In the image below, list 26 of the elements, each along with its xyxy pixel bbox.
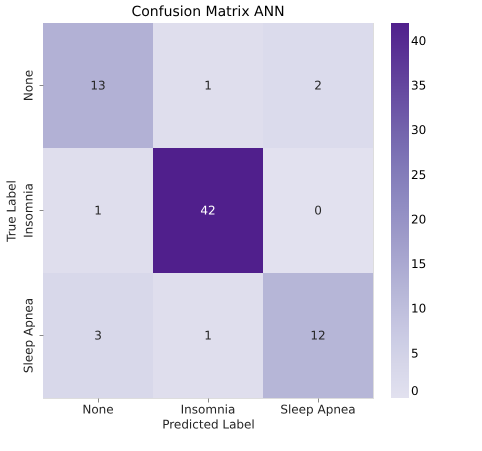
color-bar-label: 15 <box>411 257 426 272</box>
x-tick-label: None <box>82 402 114 416</box>
color-bar-label: 0 <box>411 384 419 398</box>
color-bar-label: 20 <box>411 212 426 226</box>
data-label: 3 <box>94 328 102 342</box>
data-label: 12 <box>310 328 326 342</box>
data-label: 2 <box>314 78 322 92</box>
data-label: 42 <box>200 204 216 218</box>
y-axis-title: True Label <box>4 180 18 243</box>
data-label: 1 <box>204 78 212 92</box>
x-axis-title: Predicted Label <box>162 418 255 432</box>
data-label: 13 <box>90 78 106 92</box>
y-tick-label: None <box>22 70 36 102</box>
color-bar-label: 5 <box>411 346 419 360</box>
y-tick-label: Insomnia <box>22 183 36 238</box>
x-tick-label: Insomnia <box>180 402 236 416</box>
chart-title: Confusion Matrix ANN <box>131 4 285 20</box>
color-bar-label: 10 <box>411 302 426 316</box>
x-tick-label: Sleep Apnea <box>280 402 356 416</box>
color-bar-label: 35 <box>411 78 426 92</box>
color-bar-label: 25 <box>411 168 426 182</box>
data-label: 0 <box>314 204 322 218</box>
color-bar-label: 40 <box>411 34 426 48</box>
data-label: 1 <box>94 204 102 218</box>
color-bar-label: 30 <box>411 123 426 138</box>
data-label: 1 <box>204 328 212 342</box>
